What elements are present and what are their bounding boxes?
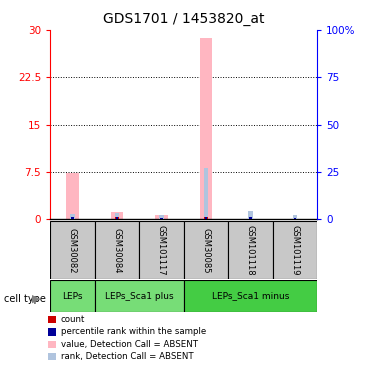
Bar (204, 217, 207, 219)
Text: GSM101117: GSM101117 (157, 225, 166, 276)
FancyBboxPatch shape (50, 280, 95, 312)
Bar (155, 215, 168, 219)
Bar (115, 217, 118, 219)
Bar (204, 217, 208, 219)
FancyBboxPatch shape (228, 221, 273, 279)
Bar (115, 217, 119, 219)
Text: LEPs_Sca1 minus: LEPs_Sca1 minus (212, 292, 289, 301)
Bar (200, 38, 212, 219)
Bar (70, 217, 74, 219)
Bar (160, 218, 163, 219)
Bar (71, 217, 74, 219)
FancyBboxPatch shape (139, 221, 184, 279)
Text: count: count (61, 315, 85, 324)
Bar (204, 168, 208, 219)
Bar (115, 213, 119, 219)
Bar (160, 218, 163, 219)
Text: rank, Detection Call = ABSENT: rank, Detection Call = ABSENT (61, 352, 193, 361)
FancyBboxPatch shape (95, 280, 184, 312)
Bar (293, 218, 296, 219)
Text: LEPs: LEPs (62, 292, 83, 301)
FancyBboxPatch shape (50, 221, 95, 279)
Text: ▶: ▶ (32, 294, 40, 304)
Text: cell type: cell type (4, 294, 46, 304)
Text: LEPs_Sca1 plus: LEPs_Sca1 plus (105, 292, 173, 301)
Bar (249, 217, 252, 219)
FancyBboxPatch shape (184, 280, 317, 312)
FancyBboxPatch shape (184, 221, 228, 279)
Text: GSM30085: GSM30085 (201, 228, 210, 273)
Title: GDS1701 / 1453820_at: GDS1701 / 1453820_at (103, 12, 265, 26)
Text: percentile rank within the sample: percentile rank within the sample (61, 327, 206, 336)
Text: GSM30084: GSM30084 (112, 228, 121, 273)
Bar (66, 172, 79, 219)
Text: value, Detection Call = ABSENT: value, Detection Call = ABSENT (61, 340, 198, 349)
Bar (159, 214, 164, 219)
FancyBboxPatch shape (95, 221, 139, 279)
Bar (249, 217, 252, 219)
Bar (248, 211, 253, 219)
Text: GSM101118: GSM101118 (246, 225, 255, 276)
Text: GSM30082: GSM30082 (68, 228, 77, 273)
FancyBboxPatch shape (273, 221, 317, 279)
Text: GSM101119: GSM101119 (290, 225, 299, 276)
Bar (111, 212, 123, 219)
Bar (70, 214, 75, 219)
Bar (293, 214, 297, 219)
